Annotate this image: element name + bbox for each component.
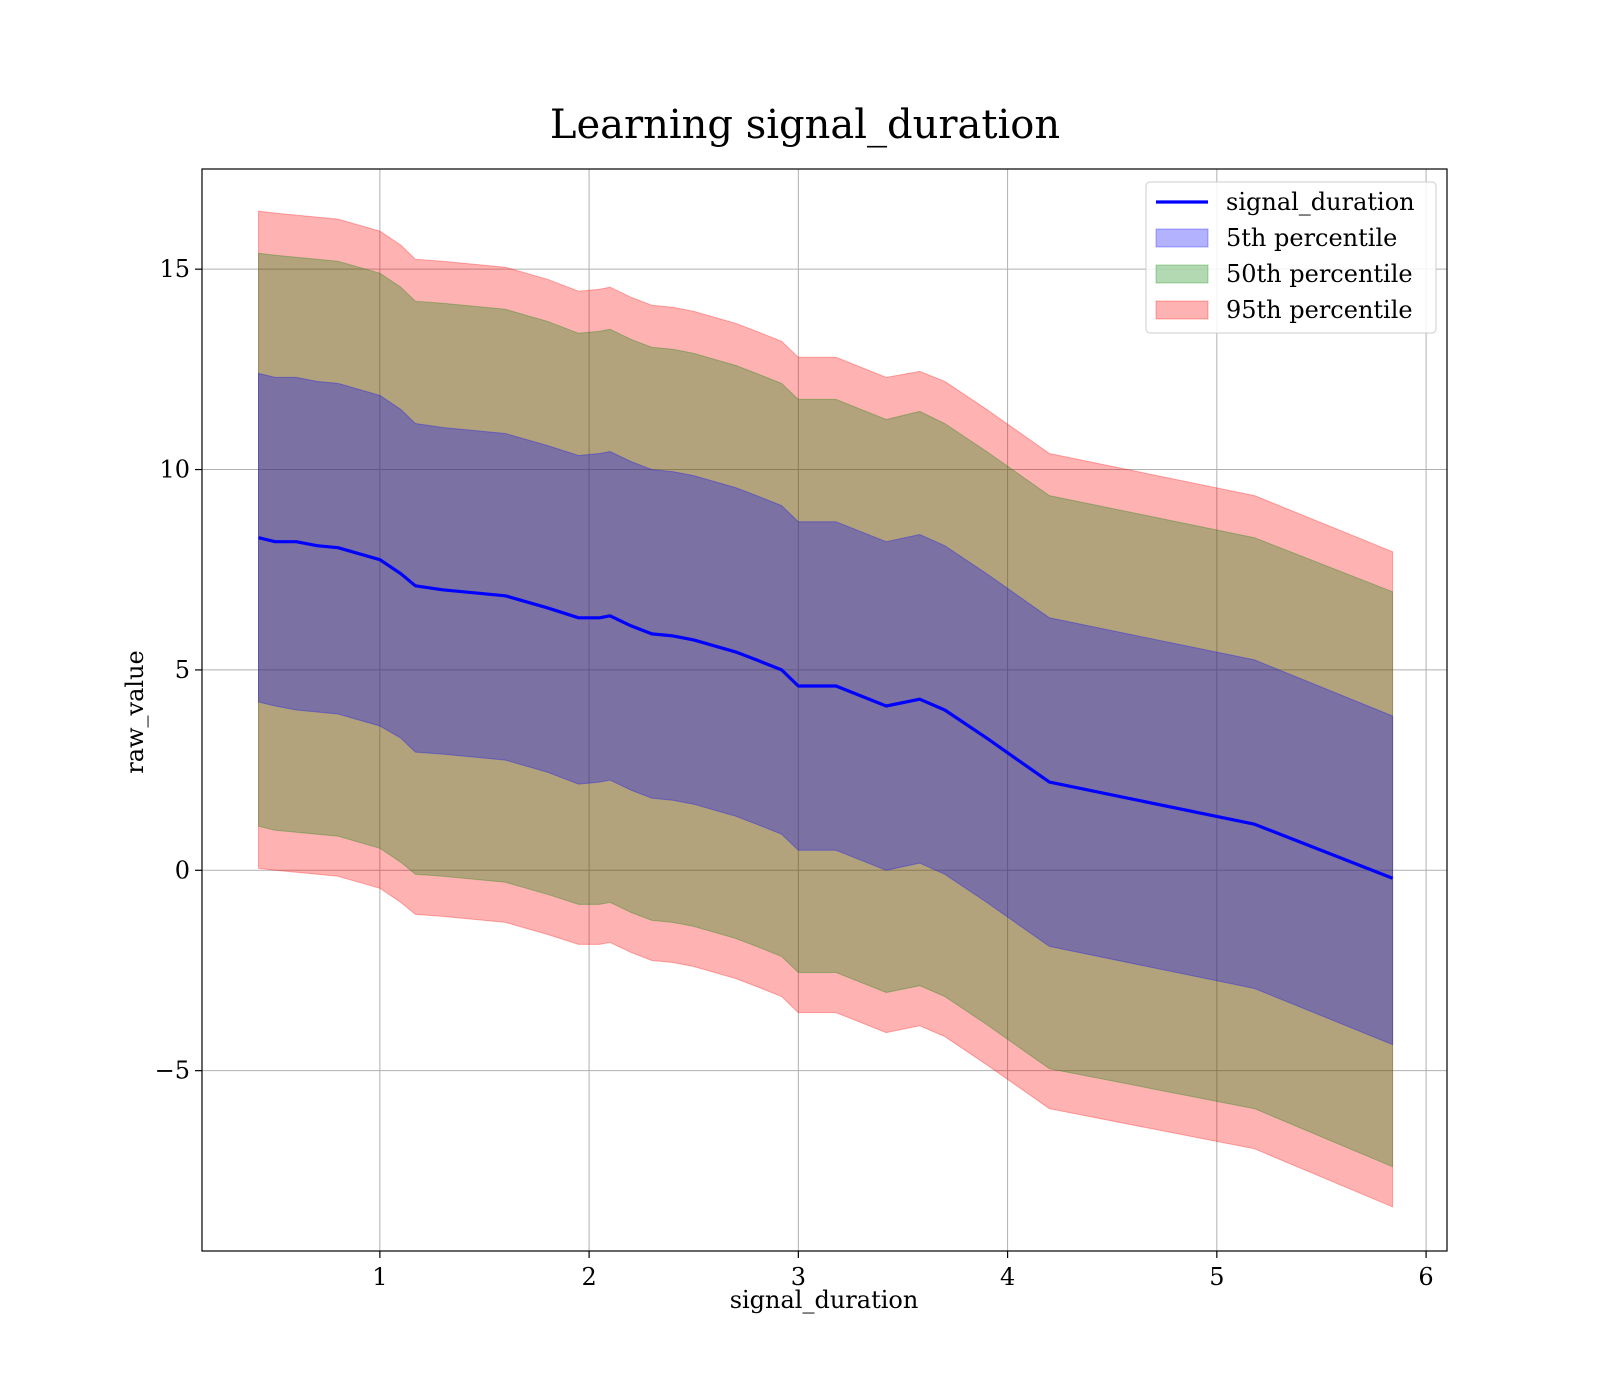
legend-swatch-5th-percentile [1155,228,1209,248]
band-50th-percentile [258,252,1394,1168]
x-tick-label: 3 [791,1263,806,1291]
x-axis-ticks: 1 2 3 4 5 6 [372,1251,1434,1291]
chart-title: Learning signal_duration [550,102,1060,148]
legend-swatch-50th-percentile [1155,264,1209,284]
legend-label-50th-percentile: 50th percentile [1226,260,1413,288]
x-tick-label: 1 [372,1263,387,1291]
legend: signal_duration 5th percentile 50th percen… [1145,181,1437,334]
plot-frame [201,168,1448,1252]
legend-swatch-95th-percentile [1155,300,1209,320]
x-axis-label: signal_duration [730,1286,919,1314]
y-axis-label: raw_value [121,650,149,774]
band-5th-percentile [258,372,1394,1046]
x-tick-label: 4 [1000,1263,1015,1291]
y-tick-label: 10 [159,456,190,484]
percentile-bands [258,210,1394,1208]
y-axis-ticks: −5 0 5 10 15 [155,255,202,1085]
legend-box [1145,181,1437,334]
x-tick-label: 2 [581,1263,596,1291]
x-tick-label: 5 [1209,1263,1224,1291]
y-tick-label: 5 [175,656,190,684]
y-tick-label: 15 [159,255,190,283]
legend-label-5th-percentile: 5th percentile [1226,224,1397,252]
x-tick-label: 6 [1418,1263,1433,1291]
band-95th-percentile [258,210,1394,1208]
legend-label-signal-duration: signal_duration [1226,188,1415,216]
series-lines [258,536,1394,880]
legend-label-95th-percentile: 95th percentile [1226,296,1413,324]
line-signal-duration [258,536,1394,880]
y-tick-label: 0 [175,856,190,884]
y-tick-label: −5 [155,1057,190,1085]
